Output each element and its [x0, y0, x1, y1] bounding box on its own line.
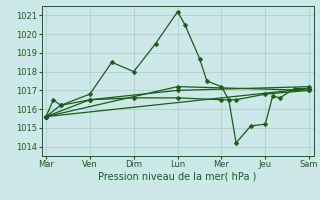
X-axis label: Pression niveau de la mer( hPa ): Pression niveau de la mer( hPa ): [99, 172, 257, 182]
